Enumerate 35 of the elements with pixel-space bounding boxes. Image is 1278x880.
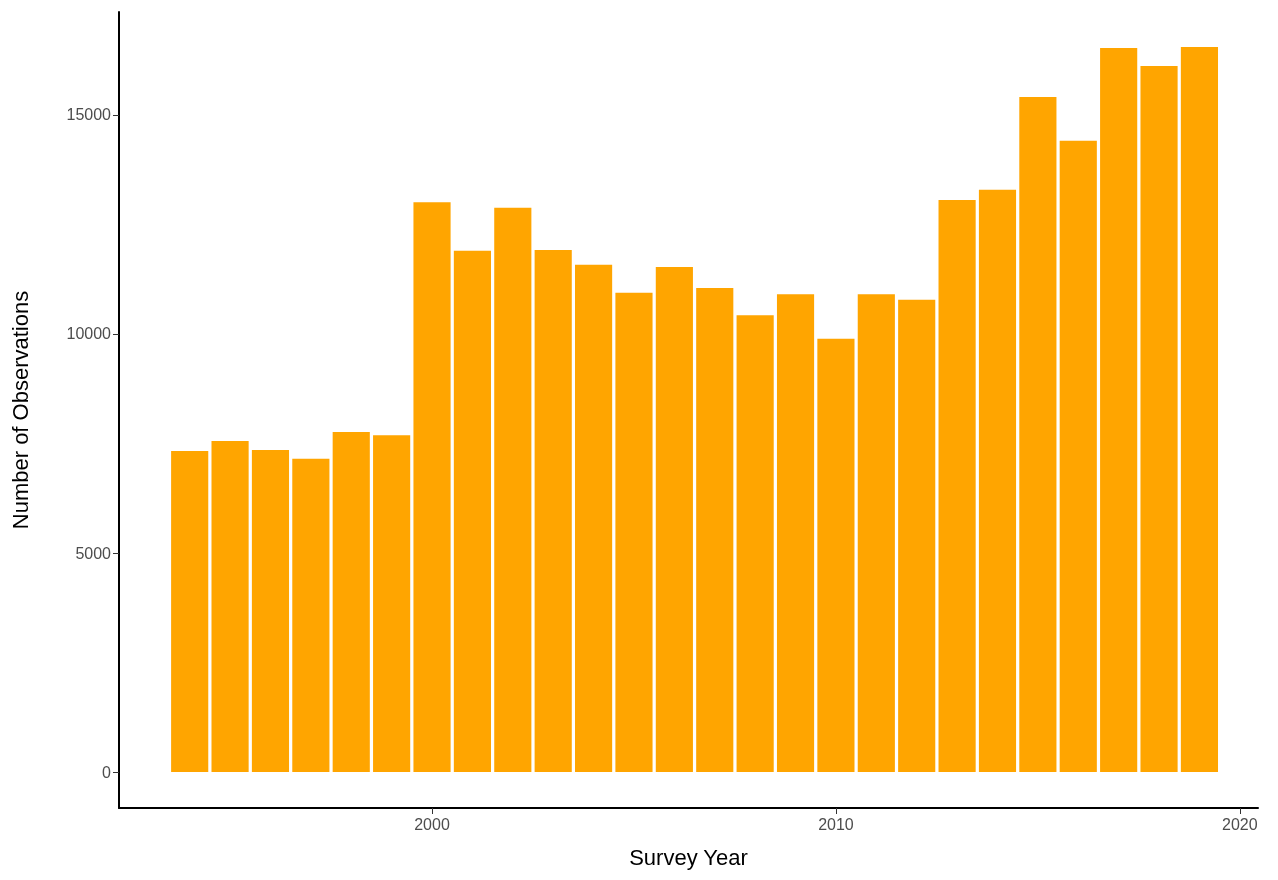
bar — [655, 266, 693, 773]
bar — [1059, 140, 1097, 773]
bar — [1100, 47, 1138, 773]
y-tick-label: 5000 — [75, 544, 112, 562]
bar — [776, 294, 815, 773]
bar — [251, 450, 290, 773]
bar — [857, 294, 895, 773]
bar — [615, 292, 653, 773]
bar — [938, 199, 976, 773]
bar — [413, 202, 451, 773]
y-tick-label: 0 — [102, 763, 112, 781]
bar — [453, 250, 491, 773]
x-tick-label: 2020 — [1222, 815, 1258, 833]
x-axis-title: Survey Year — [629, 844, 748, 870]
bar — [292, 458, 330, 773]
bar — [1180, 47, 1219, 773]
bar — [898, 299, 936, 773]
x-tick-label: 2010 — [818, 815, 854, 833]
bar — [978, 189, 1017, 773]
x-tick-label: 2000 — [414, 815, 450, 833]
bar — [1019, 96, 1057, 773]
bar — [534, 249, 572, 773]
y-tick-label: 15000 — [66, 106, 112, 124]
bar — [696, 287, 734, 773]
bar — [332, 432, 370, 773]
y-tick-label: 10000 — [66, 325, 112, 343]
bar — [575, 264, 613, 773]
bar — [494, 207, 532, 773]
bar — [373, 435, 411, 773]
bar — [171, 450, 209, 773]
bar — [1140, 65, 1178, 773]
bar — [736, 315, 774, 773]
y-axis-title: Number of Observations — [7, 290, 33, 530]
bar — [817, 338, 855, 773]
bar — [211, 440, 249, 773]
